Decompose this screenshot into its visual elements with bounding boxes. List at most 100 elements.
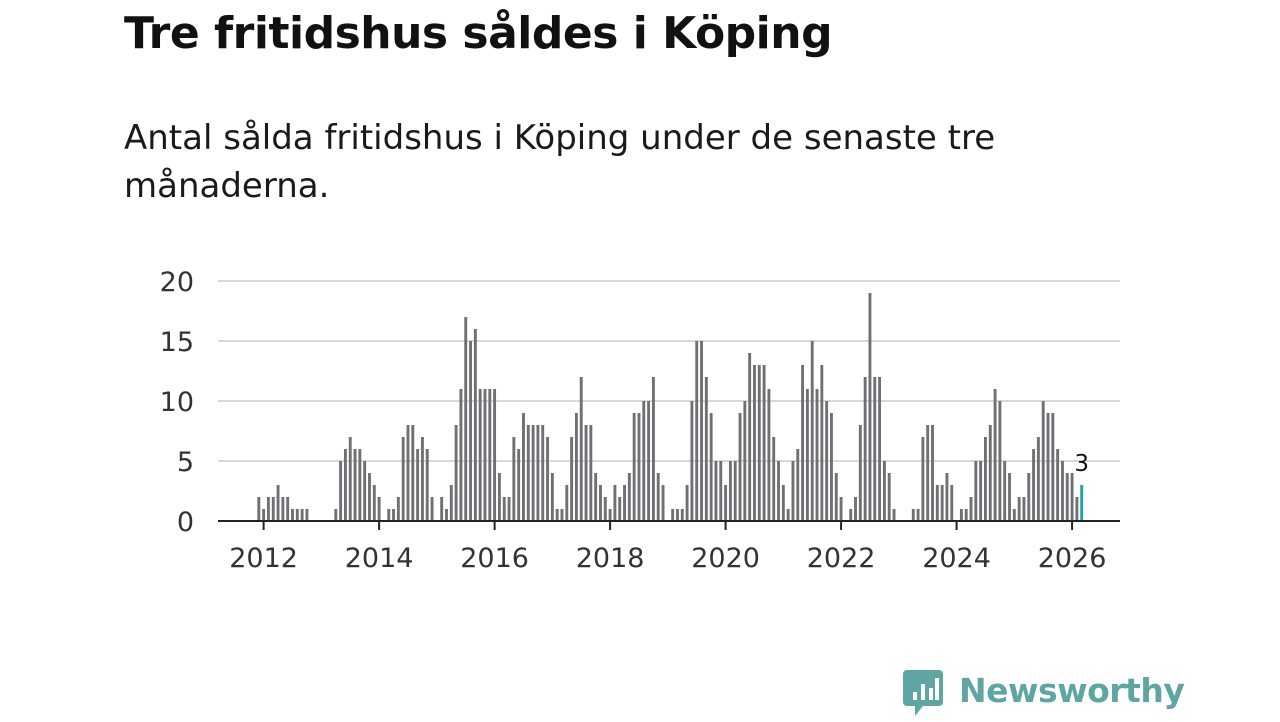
bar [392, 509, 395, 521]
bar [1036, 437, 1040, 521]
bar [815, 389, 819, 521]
bar [940, 485, 944, 521]
bar [733, 461, 737, 521]
bar [1017, 497, 1021, 521]
bar [363, 461, 367, 521]
x-tick-label: 2014 [345, 543, 414, 574]
brand-name: Newsworthy [959, 671, 1185, 710]
bar [1027, 473, 1031, 521]
latest-value-label: 3 [1074, 451, 1089, 477]
bar [387, 509, 391, 521]
bar [1075, 497, 1079, 521]
bar [998, 401, 1002, 521]
bar [656, 473, 660, 521]
bar [603, 497, 607, 521]
y-tick-label: 20 [160, 267, 194, 298]
bar [748, 353, 752, 521]
bar [1046, 413, 1050, 521]
bar [825, 401, 829, 521]
bar [627, 473, 631, 521]
bar [772, 437, 776, 521]
bar [478, 389, 482, 521]
bar [873, 377, 877, 521]
bar [368, 473, 371, 521]
bar [623, 485, 626, 521]
gridlines [218, 280, 1120, 462]
x-axis [218, 520, 1120, 530]
bar [911, 509, 915, 521]
bar [454, 425, 458, 521]
bar [632, 413, 636, 521]
bar [988, 425, 992, 521]
bar [685, 485, 689, 521]
bar [700, 341, 703, 521]
bar [464, 317, 468, 521]
bar [560, 509, 564, 521]
bar [753, 365, 756, 521]
bar [878, 377, 882, 521]
bar [488, 389, 492, 521]
bar [555, 509, 559, 521]
bar [892, 509, 896, 521]
bar [680, 509, 684, 521]
bar [531, 425, 535, 521]
chart-title: Tre fritidshus såldes i Köping [124, 8, 833, 59]
newsworthy-chart-bubble-icon [903, 670, 943, 716]
bar [728, 461, 732, 521]
bar [786, 509, 790, 521]
bar [541, 425, 545, 521]
bar [295, 509, 299, 521]
bar [931, 425, 934, 521]
bar [762, 365, 766, 521]
tick-labels: 0 5 10 15 20 2012 2014 2016 2018 2020 2022 2024 2026… [160, 267, 1107, 574]
bar [401, 437, 405, 521]
bar [805, 389, 809, 521]
bar [781, 485, 785, 521]
bar [348, 437, 352, 521]
bar [796, 449, 800, 521]
bar [757, 365, 761, 521]
bar [858, 425, 862, 521]
bar [676, 509, 679, 521]
bar [849, 509, 853, 521]
bar [445, 509, 448, 521]
bar [546, 437, 549, 521]
bar [266, 497, 270, 521]
bar [594, 473, 598, 521]
bar [993, 389, 997, 521]
bar [353, 449, 357, 521]
bar [868, 293, 872, 521]
y-tick-label: 5 [177, 447, 194, 478]
bar [1051, 413, 1055, 521]
bar [777, 461, 780, 521]
bar [406, 425, 410, 521]
x-tick-label: 2018 [576, 543, 645, 574]
bar [974, 461, 978, 521]
chart-subtitle: Antal sålda fritidshus i Köping under de… [124, 118, 996, 206]
bar [690, 401, 694, 521]
bar [257, 497, 261, 521]
bar [574, 413, 578, 521]
bar [695, 341, 699, 521]
bar [969, 497, 973, 521]
bar [550, 473, 554, 521]
bar [854, 497, 857, 521]
x-tick-label: 2024 [922, 543, 991, 574]
bar [286, 497, 290, 521]
bar [979, 461, 983, 521]
bar [651, 377, 655, 521]
bar [791, 461, 795, 521]
bar [473, 329, 477, 521]
bar [709, 413, 713, 521]
bar [517, 449, 521, 521]
bar [483, 389, 487, 521]
bar [1061, 461, 1064, 521]
bar [300, 509, 304, 521]
bar [719, 461, 723, 521]
bar [830, 413, 833, 521]
newsworthy-logo: Newsworthy [903, 670, 1185, 722]
bar [416, 449, 420, 521]
bar [536, 425, 540, 521]
bar [1032, 449, 1036, 521]
bar [262, 509, 266, 521]
